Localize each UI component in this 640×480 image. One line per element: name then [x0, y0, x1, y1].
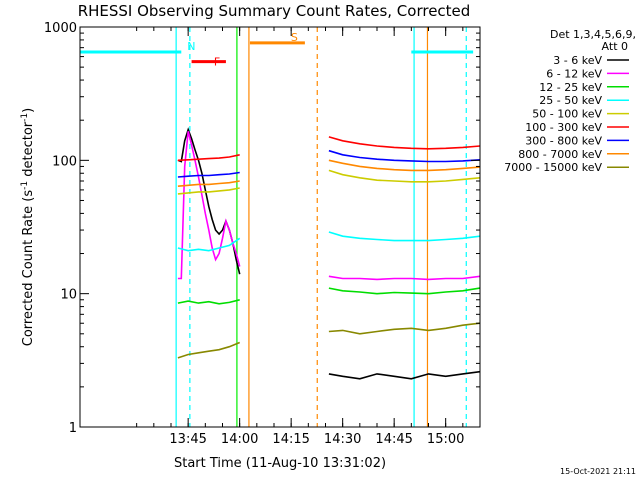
series-line-7-seg-2 [328, 149, 480, 163]
series-line-5-seg-2 [328, 169, 480, 183]
y-axis: 1 10 100 1000 [44, 21, 480, 436]
series-line-5-seg-1 [177, 187, 240, 195]
series-line-9-seg-1 [177, 341, 241, 359]
legend-label: 50 - 100 keV [532, 108, 602, 121]
series-line-8-seg-2 [328, 159, 480, 172]
series-line-6-seg-2 [328, 136, 480, 150]
series-line-4-seg-2 [328, 231, 480, 242]
y-tick-label: 1000 [44, 21, 77, 36]
series-line-1-seg-1 [177, 127, 241, 275]
legend-label: 12 - 25 keV [539, 81, 602, 94]
y-axis-label: Corrected Count Rate (s-1 detector-1) [20, 108, 36, 346]
series-line-2-seg-1 [177, 131, 241, 280]
y-axis-label-mid: detector [21, 121, 36, 181]
series-line-3-seg-2 [328, 287, 480, 295]
flag-label-s: S [291, 31, 298, 44]
series-line-9-seg-2 [328, 322, 480, 335]
y-axis-label-main: Corrected Count Rate (s [21, 190, 36, 347]
series-line-2-seg-2 [328, 275, 480, 281]
series-line-6-seg-1 [177, 154, 240, 162]
plot-frame [79, 26, 481, 428]
legend-label: 300 - 800 keV [525, 134, 602, 147]
x-tick-label: 13:45 [169, 432, 206, 447]
chart-title: RHESSI Observing Summary Count Rates, Co… [78, 2, 471, 20]
x-tick-label: 14:30 [324, 432, 361, 447]
flag-label-f: F [214, 56, 220, 69]
timestamp: 15-Oct-2021 21:11 [560, 467, 636, 476]
series-line-7-seg-1 [177, 171, 240, 178]
y-axis-label-sup2: -1 [20, 113, 30, 122]
x-tick-label: 14:00 [221, 432, 258, 447]
y-tick-label: 10 [60, 288, 77, 303]
legend-label: 25 - 50 keV [539, 94, 602, 107]
x-axis: 13:45 14:00 14:15 14:30 14:45 15:00 [136, 27, 481, 447]
legend-label: 7000 - 15000 keV [504, 161, 602, 174]
legend-header-detectors: Det 1,3,4,5,6,9, [550, 28, 636, 41]
flag-label-n: N [187, 40, 195, 53]
series-line-4-seg-1 [177, 237, 241, 252]
x-tick-label: 14:45 [375, 432, 412, 447]
y-axis-label-end: ) [21, 108, 36, 113]
y-tick-label: 1 [69, 421, 77, 436]
legend-label: 100 - 300 keV [525, 121, 602, 134]
series-line-1-seg-2 [328, 370, 480, 380]
legend-label: 6 - 12 keV [546, 67, 602, 80]
x-axis-label: Start Time (11-Aug-10 13:31:02) [174, 456, 386, 471]
series-line-3-seg-1 [177, 299, 240, 305]
legend-label: 3 - 6 keV [553, 54, 602, 67]
plot-area: N F S [80, 27, 480, 427]
x-tick-label: 14:15 [272, 432, 309, 447]
legend-label: 800 - 7000 keV [518, 148, 602, 161]
y-tick-label: 100 [52, 154, 77, 169]
x-tick-label: 15:00 [427, 432, 464, 447]
legend-header-attenuator: Att 0 [602, 40, 628, 53]
series-line-8-seg-1 [177, 180, 240, 187]
y-axis-label-sup1: -1 [20, 181, 30, 190]
